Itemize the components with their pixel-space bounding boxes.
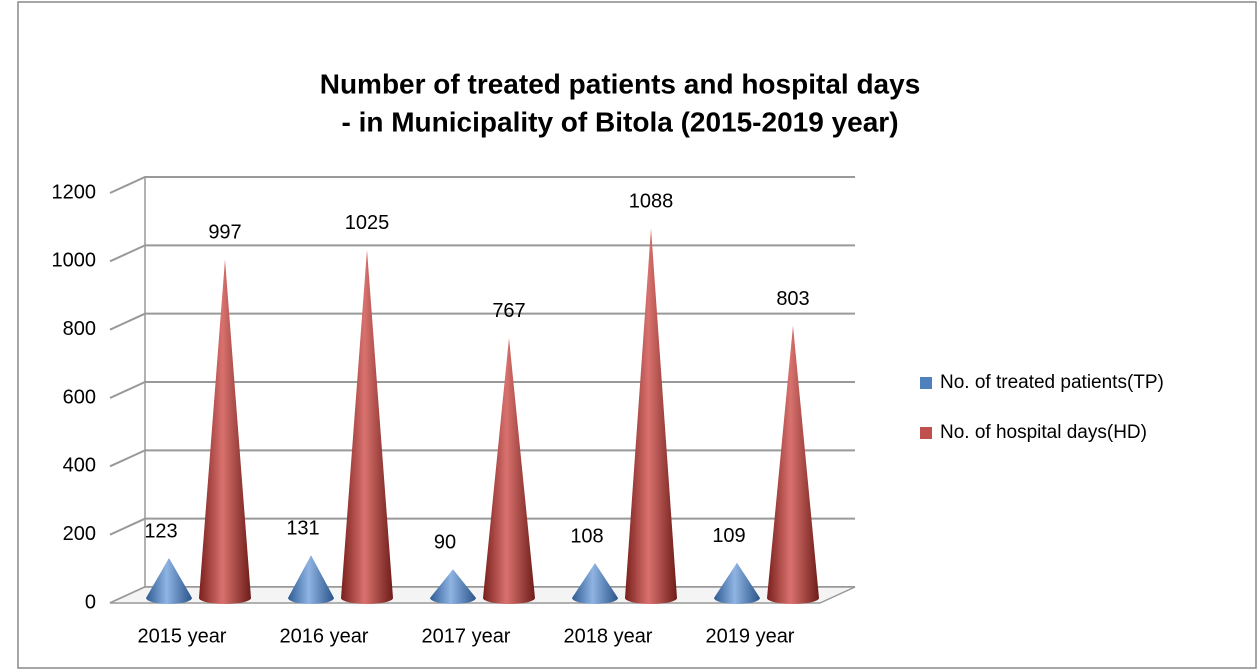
value-label: 131	[286, 518, 319, 540]
grid-line	[109, 449, 855, 468]
legend-label: No. of hospital days(HD)	[940, 422, 1147, 443]
cone	[341, 249, 393, 604]
cone	[483, 337, 535, 604]
value-label: 109	[712, 525, 745, 547]
value-label: 123	[144, 520, 177, 542]
cone-part	[625, 228, 677, 604]
cone-part	[341, 249, 393, 604]
y-tick-label: 200	[63, 523, 96, 545]
value-label: 108	[570, 525, 603, 547]
cone	[714, 562, 760, 604]
x-tick-label: 2019 year	[706, 625, 795, 647]
y-tick-label: 1200	[52, 181, 97, 203]
cone-part	[572, 563, 618, 604]
cone	[625, 228, 677, 604]
grid-line	[109, 312, 855, 331]
cone	[767, 325, 819, 604]
cone	[146, 557, 192, 604]
value-label: 803	[776, 288, 809, 310]
grid-line	[109, 517, 855, 536]
legend-label: No. of treated patients(TP)	[940, 372, 1164, 393]
x-tick-label: 2016 year	[280, 625, 369, 647]
y-tick-label: 0	[85, 591, 96, 613]
value-label: 1088	[629, 191, 674, 213]
cone-part	[483, 337, 535, 604]
grid-line	[109, 176, 855, 194]
chart-title: Number of treated patients and hospital …	[320, 68, 921, 99]
chart-title: - in Municipality of Bitola (2015-2019 y…	[341, 106, 898, 137]
cone-part	[714, 562, 760, 604]
cone-part	[430, 569, 476, 604]
cone	[430, 569, 476, 604]
legend-swatch	[920, 427, 932, 439]
y-tick-label: 800	[63, 318, 96, 340]
y-tick-label: 1000	[52, 250, 97, 272]
cone-part	[199, 259, 251, 604]
cone-part	[288, 555, 334, 604]
y-tick-label: 600	[63, 386, 96, 408]
x-tick-label: 2017 year	[422, 625, 511, 647]
cone	[572, 563, 618, 604]
cone	[199, 259, 251, 604]
grid-line	[109, 381, 855, 399]
cone-part	[767, 325, 819, 604]
value-label: 767	[492, 300, 525, 322]
y-tick-label: 400	[63, 455, 96, 477]
grid-line	[109, 244, 855, 263]
cone-part	[146, 557, 192, 604]
legend-swatch	[920, 377, 932, 389]
x-tick-label: 2018 year	[564, 625, 653, 647]
value-label: 90	[434, 532, 456, 554]
value-label: 997	[208, 222, 241, 244]
cone	[288, 555, 334, 604]
x-tick-label: 2015 year	[138, 625, 227, 647]
value-label: 1025	[345, 212, 390, 234]
